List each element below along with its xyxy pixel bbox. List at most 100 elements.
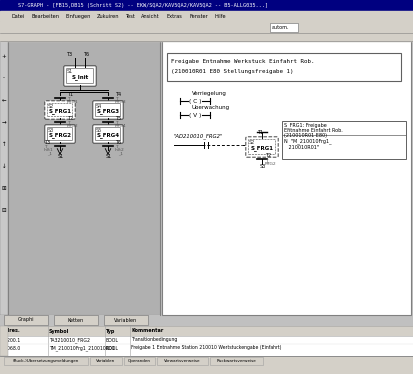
Text: ⊞: ⊞ (2, 186, 6, 190)
Text: _1: _1 (47, 151, 52, 155)
Text: S_FRG1: S_FRG1 (48, 108, 71, 114)
FancyBboxPatch shape (249, 140, 275, 154)
Bar (0, 0, 413, 11)
Text: Init1: Init1 (44, 147, 54, 151)
Text: Einfuegen: Einfuegen (66, 13, 91, 18)
Text: FRG1: FRG1 (67, 99, 78, 104)
Text: Typ: Typ (106, 328, 115, 334)
Bar (210, 357, 263, 365)
Text: T_: T_ (115, 144, 120, 148)
Text: T6: T6 (115, 140, 121, 145)
Text: Variablen: Variablen (114, 318, 138, 322)
Text: T_: T_ (67, 120, 72, 124)
Text: T_: T_ (115, 120, 120, 124)
Text: →: → (2, 120, 6, 125)
Text: T1: T1 (67, 92, 73, 97)
Text: Vorwartsverweise: Vorwartsverweise (164, 359, 200, 363)
Text: Ketten: Ketten (68, 318, 84, 322)
Text: S2: S2 (249, 140, 255, 144)
Text: Adres.: Adres. (3, 328, 21, 334)
Bar (8, 41, 160, 315)
Text: FRG2: FRG2 (67, 123, 78, 128)
Bar (0, 41, 8, 315)
Text: (210010R01 E80): (210010R01 E80) (284, 132, 327, 138)
FancyBboxPatch shape (66, 68, 93, 83)
Text: T3: T3 (66, 52, 72, 57)
Text: (Ruck-)Ubersetzungsmeldungen: (Ruck-)Ubersetzungsmeldungen (13, 359, 79, 363)
Text: +: + (2, 53, 6, 58)
Text: Symbol: Symbol (49, 328, 69, 334)
FancyBboxPatch shape (47, 128, 73, 141)
FancyBboxPatch shape (64, 66, 96, 86)
Text: Zukuiren: Zukuiren (97, 13, 119, 18)
Text: N  "M_210010Frg1_: N "M_210010Frg1_ (284, 138, 332, 144)
Text: S_FRG1: Freigabe: S_FRG1: Freigabe (284, 122, 327, 128)
Text: T_: T_ (67, 96, 72, 100)
Bar (0, 326, 413, 336)
Text: T2: T2 (265, 153, 271, 158)
Text: Ruckwartsverweise: Ruckwartsverweise (216, 359, 256, 363)
Text: -: - (3, 76, 5, 80)
FancyBboxPatch shape (93, 125, 123, 143)
Text: ↓: ↓ (2, 163, 6, 169)
FancyBboxPatch shape (45, 101, 75, 119)
Text: S_FRG1: S_FRG1 (251, 145, 273, 151)
Bar (0, 33, 413, 41)
Text: autom.: autom. (272, 25, 290, 30)
Text: S3: S3 (48, 128, 54, 132)
Text: S3: S3 (260, 164, 266, 169)
Text: Ansicht: Ansicht (141, 13, 160, 18)
Text: S1: S1 (67, 68, 73, 74)
FancyBboxPatch shape (246, 137, 278, 157)
Text: T3: T3 (44, 140, 50, 145)
Text: FRG3: FRG3 (115, 99, 127, 104)
Text: Extras: Extras (167, 13, 183, 18)
Text: TM_210010Frg1_210010R01: TM_210010Frg1_210010R01 (49, 345, 115, 351)
Text: FRG2: FRG2 (265, 162, 277, 166)
Bar (0, 326, 8, 356)
Text: Uberwachung: Uberwachung (192, 105, 230, 110)
Bar (0, 356, 413, 366)
FancyBboxPatch shape (95, 104, 121, 116)
Bar (282, 121, 406, 159)
Text: Freigabe 1 Entnahme Station 210010 Wertstuckengabe (Einfahrt): Freigabe 1 Entnahme Station 210010 Werts… (131, 346, 282, 350)
Text: Variablen: Variablen (96, 359, 116, 363)
Text: Init2: Init2 (115, 147, 125, 151)
Bar (4, 315, 48, 325)
Text: S_FRG3: S_FRG3 (97, 108, 119, 114)
Text: M200.1: M200.1 (3, 337, 20, 343)
Text: BOOL: BOOL (106, 346, 119, 350)
Text: Graphi: Graphi (18, 318, 34, 322)
Text: M068.0: M068.0 (3, 346, 20, 350)
Text: T6: T6 (83, 52, 89, 57)
Text: Hilfe: Hilfe (214, 13, 226, 18)
Text: Verriegelung: Verriegelung (192, 91, 227, 96)
Text: S1: S1 (58, 154, 64, 159)
Text: S7-GRAPH - [FB15,DB15 (Schritt S2) -- EKW/SQA2/KAV5QA2/KAV5QA2 -- B5-ALLG035...]: S7-GRAPH - [FB15,DB15 (Schritt S2) -- EK… (18, 3, 268, 8)
Text: S2: S2 (48, 104, 54, 108)
Text: Entnahme Einfahrt Rob.: Entnahme Einfahrt Rob. (284, 128, 343, 132)
Bar (104, 315, 148, 325)
Bar (0, 366, 413, 374)
Text: FRG4: FRG4 (115, 123, 127, 128)
Bar (167, 53, 401, 81)
Text: T5: T5 (115, 116, 121, 121)
Text: S5: S5 (96, 128, 102, 132)
FancyBboxPatch shape (95, 128, 121, 141)
Text: Operanden: Operanden (128, 359, 151, 363)
Text: T1: T1 (257, 130, 263, 135)
Text: Test: Test (125, 13, 135, 18)
Bar (0, 11, 413, 21)
Text: S4: S4 (96, 104, 102, 108)
Text: Kommentar: Kommentar (131, 328, 163, 334)
Bar (4, 357, 88, 365)
Bar (0, 21, 413, 33)
Text: S_Init: S_Init (71, 74, 89, 80)
Text: T_: T_ (115, 96, 120, 100)
Text: S_FRG2: S_FRG2 (48, 132, 71, 138)
Bar (54, 315, 98, 325)
Bar (0, 326, 413, 356)
Bar (270, 23, 298, 32)
Text: "AD210010_FRG2": "AD210010_FRG2" (174, 133, 223, 139)
Bar (162, 41, 411, 315)
